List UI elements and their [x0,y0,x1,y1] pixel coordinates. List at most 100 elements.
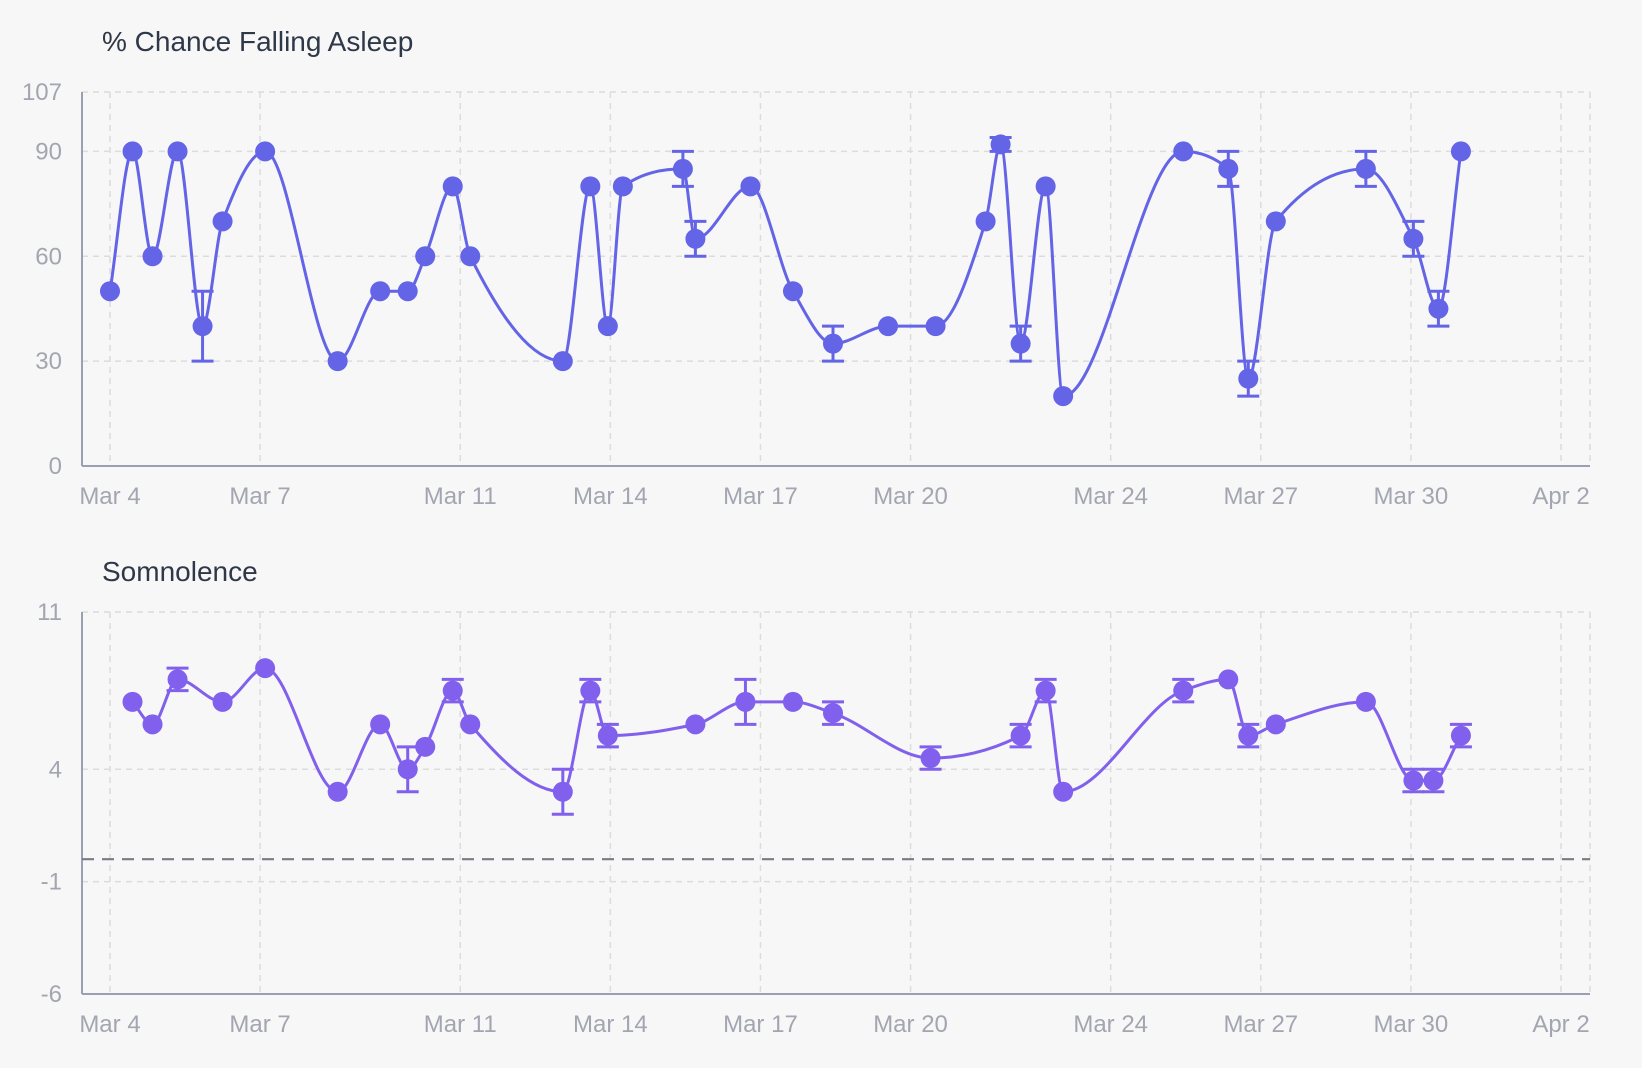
data-point[interactable] [685,714,706,735]
data-point[interactable] [100,281,120,302]
data-point[interactable] [552,351,573,372]
data-point[interactable] [1053,386,1074,407]
y-tick-label: 0 [49,453,62,480]
data-point[interactable] [580,176,601,197]
data-point[interactable] [122,141,143,162]
data-point[interactable] [1428,298,1449,319]
chart-title: Somnolence [102,556,258,587]
y-tick-label: 30 [35,348,62,375]
data-point[interactable] [1423,770,1444,791]
data-point[interactable] [142,714,163,735]
data-point[interactable] [442,680,463,701]
data-point[interactable] [327,781,348,802]
data-point[interactable] [782,691,803,712]
data-point[interactable] [255,141,276,162]
data-point[interactable] [1035,176,1056,197]
x-tick-label: Mar 17 [723,1011,798,1038]
data-point[interactable] [612,176,633,197]
data-point[interactable] [1355,691,1376,712]
data-point[interactable] [1035,680,1056,701]
data-point[interactable] [685,228,706,249]
chance-falling-asleep-chart: 0 30 60 90 107 Mar 4 Mar 7 Mar 11 Mar 14 Mar 17 Ma… [22,79,1591,510]
data-point[interactable] [255,658,276,679]
data-point[interactable] [735,691,756,712]
data-point[interactable] [1218,158,1239,179]
x-tick-label: Apr 2 [1532,483,1589,510]
chart-title: % Chance Falling Asleep [102,26,414,57]
x-tick-label: Mar 14 [573,1011,648,1038]
x-tick-label: Mar 27 [1223,1011,1298,1038]
x-tick-label: Mar 4 [79,1011,140,1038]
data-point[interactable] [580,680,601,701]
data-point[interactable] [782,281,803,302]
data-point[interactable] [925,316,946,337]
x-tick-label: Mar 24 [1073,483,1148,510]
x-tick-label: Mar 17 [723,483,798,510]
x-tick-label: Mar 7 [229,483,290,510]
data-point[interactable] [1218,669,1239,690]
x-tick-label: Mar 7 [229,1011,290,1038]
y-tick-label: 107 [22,79,62,106]
data-point[interactable] [1173,680,1194,701]
data-point[interactable] [212,211,233,232]
data-point[interactable] [1010,333,1031,354]
data-point[interactable] [370,714,391,735]
data-point[interactable] [415,736,436,757]
y-tick-label: 11 [37,599,62,626]
data-point[interactable] [167,141,188,162]
data-point[interactable] [822,333,843,354]
x-tick-label: Apr 2 [1532,1011,1589,1038]
data-point[interactable] [552,781,573,802]
x-tick-label: Mar 27 [1223,483,1298,510]
data-point[interactable] [597,316,618,337]
x-tick-label: Mar 20 [873,1011,948,1038]
series-line [131,666,1463,794]
data-point[interactable] [1173,141,1194,162]
x-tick-label: Mar 30 [1374,1011,1449,1038]
somnolence-chart: -6 -1 4 11 Mar 4 Mar 7 Mar 11 Mar 14 Mar 17 Mar 2… [37,599,1591,1038]
data-point[interactable] [1238,368,1259,389]
data-point[interactable] [672,158,693,179]
data-point[interactable] [822,703,843,724]
x-tick-label: Mar 4 [79,483,140,510]
data-point[interactable] [397,281,418,302]
data-point[interactable] [1265,211,1286,232]
data-point[interactable] [415,246,436,267]
data-point[interactable] [167,669,188,690]
x-tick-label: Mar 11 [424,483,497,510]
data-point[interactable] [397,759,418,780]
data-point[interactable] [442,176,463,197]
data-point[interactable] [1265,714,1286,735]
data-point[interactable] [1355,158,1376,179]
data-point[interactable] [920,748,941,769]
data-point[interactable] [1450,725,1471,746]
data-point[interactable] [327,351,348,372]
data-point[interactable] [740,176,761,197]
data-point[interactable] [1450,141,1471,162]
data-point[interactable] [1403,228,1424,249]
data-point[interactable] [1053,781,1074,802]
data-point[interactable] [460,246,481,267]
data-point[interactable] [192,316,213,337]
data-point[interactable] [990,134,1011,155]
y-tick-label: 90 [35,138,62,165]
data-point[interactable] [597,725,618,746]
data-point[interactable] [975,211,996,232]
x-tick-label: Mar 20 [873,483,948,510]
data-point[interactable] [122,691,143,712]
data-point[interactable] [878,316,899,337]
data-point[interactable] [1403,770,1424,791]
data-point[interactable] [1010,725,1031,746]
data-point[interactable] [1238,725,1259,746]
x-tick-label: Mar 11 [424,1011,497,1038]
data-point[interactable] [460,714,481,735]
series-line [108,142,1463,398]
y-tick-label: 4 [49,756,62,783]
chart-panel-somnolence: Somnolence -6 -1 4 11 Mar 4 Mar 7 Mar 11 Mar 14… [0,520,1642,1068]
y-tick-label: -1 [41,869,62,896]
data-point[interactable] [142,246,163,267]
data-point[interactable] [370,281,391,302]
y-tick-label: 60 [35,243,62,270]
data-point[interactable] [212,691,233,712]
x-tick-label: Mar 30 [1374,483,1449,510]
